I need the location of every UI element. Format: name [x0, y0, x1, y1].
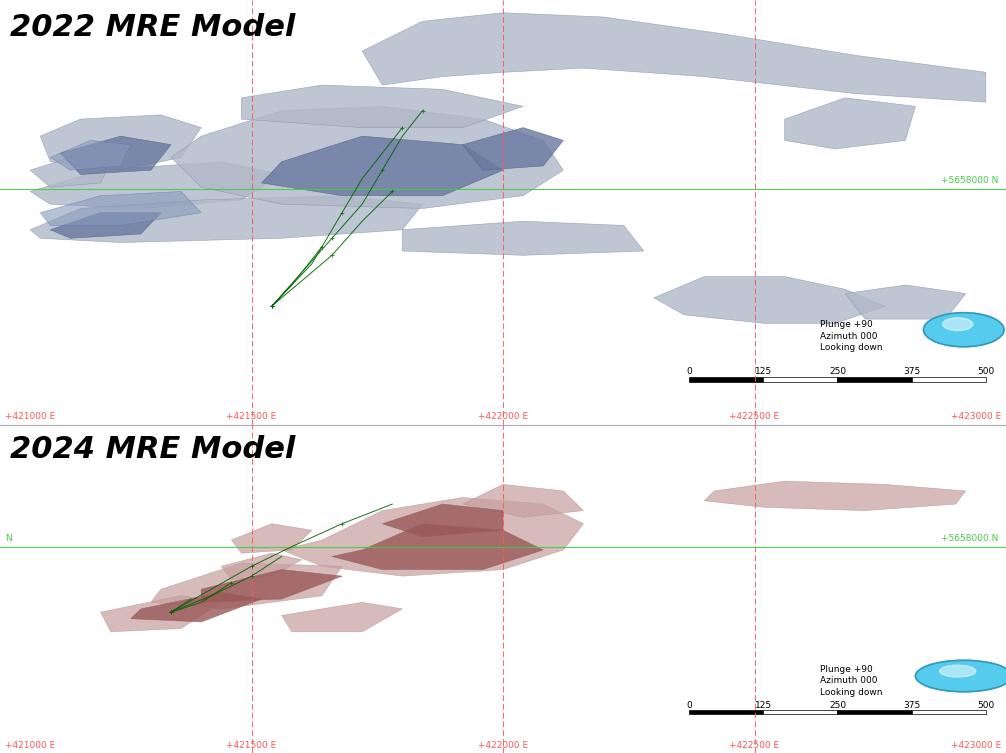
Text: +422000 E: +422000 E — [478, 412, 528, 421]
Polygon shape — [382, 504, 503, 537]
Polygon shape — [282, 602, 402, 632]
FancyBboxPatch shape — [689, 376, 764, 382]
Text: 0: 0 — [686, 367, 692, 376]
Polygon shape — [201, 569, 342, 602]
Text: +422500 E: +422500 E — [729, 741, 780, 750]
Polygon shape — [30, 196, 423, 242]
Polygon shape — [131, 593, 262, 622]
Text: 125: 125 — [754, 701, 772, 710]
Text: 375: 375 — [903, 701, 920, 710]
Polygon shape — [704, 481, 966, 511]
Text: Plunge +90
Azimuth 000
Looking down: Plunge +90 Azimuth 000 Looking down — [820, 320, 882, 352]
Text: +421000 E: +421000 E — [5, 412, 55, 421]
Text: +5658000 N: +5658000 N — [941, 176, 998, 185]
Text: 250: 250 — [829, 701, 846, 710]
Circle shape — [943, 318, 973, 331]
Text: Plunge +90
Azimuth 000
Looking down: Plunge +90 Azimuth 000 Looking down — [820, 665, 882, 697]
Text: N: N — [5, 535, 12, 544]
FancyBboxPatch shape — [911, 376, 986, 382]
Text: 500: 500 — [977, 367, 995, 376]
FancyBboxPatch shape — [837, 376, 911, 382]
Circle shape — [924, 312, 1004, 346]
Polygon shape — [151, 563, 342, 609]
Polygon shape — [171, 106, 563, 209]
Polygon shape — [463, 484, 583, 517]
FancyBboxPatch shape — [689, 710, 764, 715]
Polygon shape — [402, 221, 644, 255]
Text: +423000 E: +423000 E — [951, 412, 1001, 421]
Polygon shape — [60, 136, 171, 175]
FancyBboxPatch shape — [764, 376, 837, 382]
Circle shape — [940, 665, 976, 677]
Text: +421500 E: +421500 E — [226, 741, 277, 750]
Polygon shape — [654, 276, 885, 323]
Polygon shape — [241, 85, 523, 128]
Text: 500: 500 — [977, 701, 995, 710]
Polygon shape — [40, 191, 201, 225]
Polygon shape — [50, 212, 161, 238]
Polygon shape — [30, 162, 282, 209]
Polygon shape — [282, 498, 583, 576]
FancyBboxPatch shape — [837, 710, 911, 715]
Polygon shape — [845, 285, 966, 319]
Text: 2022 MRE Model: 2022 MRE Model — [10, 13, 296, 41]
FancyBboxPatch shape — [911, 710, 986, 715]
Text: +422000 E: +422000 E — [478, 741, 528, 750]
Polygon shape — [50, 140, 131, 170]
Polygon shape — [101, 596, 221, 632]
Polygon shape — [221, 553, 302, 579]
Polygon shape — [463, 128, 563, 170]
FancyBboxPatch shape — [764, 710, 837, 715]
Text: 250: 250 — [829, 367, 846, 376]
Polygon shape — [785, 98, 915, 149]
Polygon shape — [362, 13, 986, 102]
Text: 0: 0 — [686, 701, 692, 710]
Text: 375: 375 — [903, 367, 920, 376]
Polygon shape — [40, 115, 201, 170]
Text: +421500 E: +421500 E — [226, 412, 277, 421]
Polygon shape — [332, 524, 543, 569]
Polygon shape — [231, 524, 312, 553]
Text: +5658000 N: +5658000 N — [941, 535, 998, 544]
Circle shape — [915, 660, 1006, 692]
Text: +423000 E: +423000 E — [951, 741, 1001, 750]
Polygon shape — [30, 157, 111, 187]
Text: 2024 MRE Model: 2024 MRE Model — [10, 435, 296, 465]
Text: +421000 E: +421000 E — [5, 741, 55, 750]
Polygon shape — [262, 136, 503, 196]
Text: 125: 125 — [754, 367, 772, 376]
Text: +422500 E: +422500 E — [729, 412, 780, 421]
